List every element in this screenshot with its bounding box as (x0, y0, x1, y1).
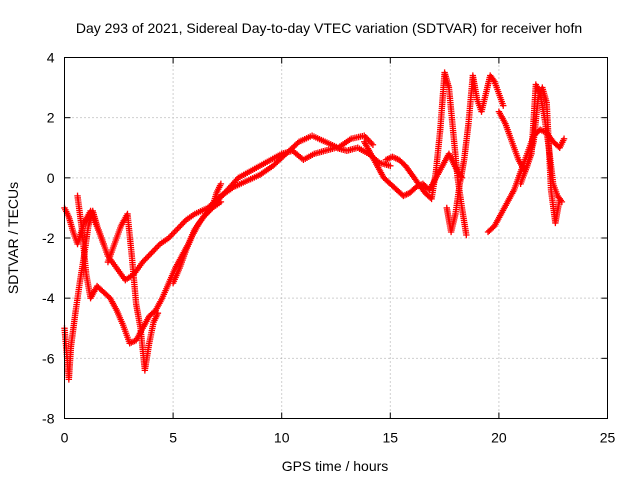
data-point (463, 231, 470, 239)
x-tick-label: 20 (491, 430, 507, 446)
data-point-interp (143, 254, 151, 261)
y-tick-label: 4 (47, 50, 55, 66)
data-point (369, 141, 377, 148)
data-point-interp (168, 231, 175, 239)
data-point-interp (362, 134, 369, 141)
data-point (387, 162, 394, 169)
data-point-interp (169, 230, 177, 237)
x-tick-label: 15 (383, 430, 399, 446)
data-point-interp (151, 246, 158, 254)
chart-title: Day 293 of 2021, Sidereal Day-to-day VTE… (76, 20, 582, 36)
y-tick-label: -8 (42, 411, 55, 427)
data-point-interp (294, 139, 301, 147)
y-tick-label: -4 (42, 290, 55, 306)
data-point-interp (142, 255, 149, 263)
data-point (217, 180, 225, 188)
y-tick-label: 0 (47, 170, 55, 186)
data-points (61, 69, 568, 383)
y-axis-label: SDTVAR / TECUs (5, 182, 21, 294)
data-point (500, 102, 507, 109)
data-point-interp (145, 252, 152, 260)
data-point (560, 135, 568, 142)
x-tick-label: 5 (169, 430, 177, 446)
data-point-interp (180, 219, 187, 227)
data-point (154, 310, 162, 317)
data-point-interp (146, 251, 154, 258)
x-tick-label: 0 (61, 430, 69, 446)
y-tick-label: -2 (42, 230, 55, 246)
data-point-interp (171, 228, 178, 236)
x-tick-label: 25 (600, 430, 616, 446)
data-point-interp (152, 245, 159, 252)
data-point-interp (153, 243, 161, 251)
y-tick-label: 2 (47, 110, 55, 126)
plot-frame (64, 57, 608, 419)
x-axis-label: GPS time / hours (282, 458, 389, 474)
y-tick-label: -6 (42, 350, 55, 366)
data-point (148, 249, 155, 257)
data-point-interp (149, 248, 157, 255)
x-tick-label: 10 (274, 430, 290, 446)
data-point (174, 225, 181, 233)
data-point-interp (177, 222, 184, 230)
data-point (556, 195, 563, 203)
data-point (100, 240, 107, 248)
data-point-interp (172, 227, 180, 234)
data-point-interp (175, 224, 183, 231)
data-point-interp (178, 221, 185, 228)
